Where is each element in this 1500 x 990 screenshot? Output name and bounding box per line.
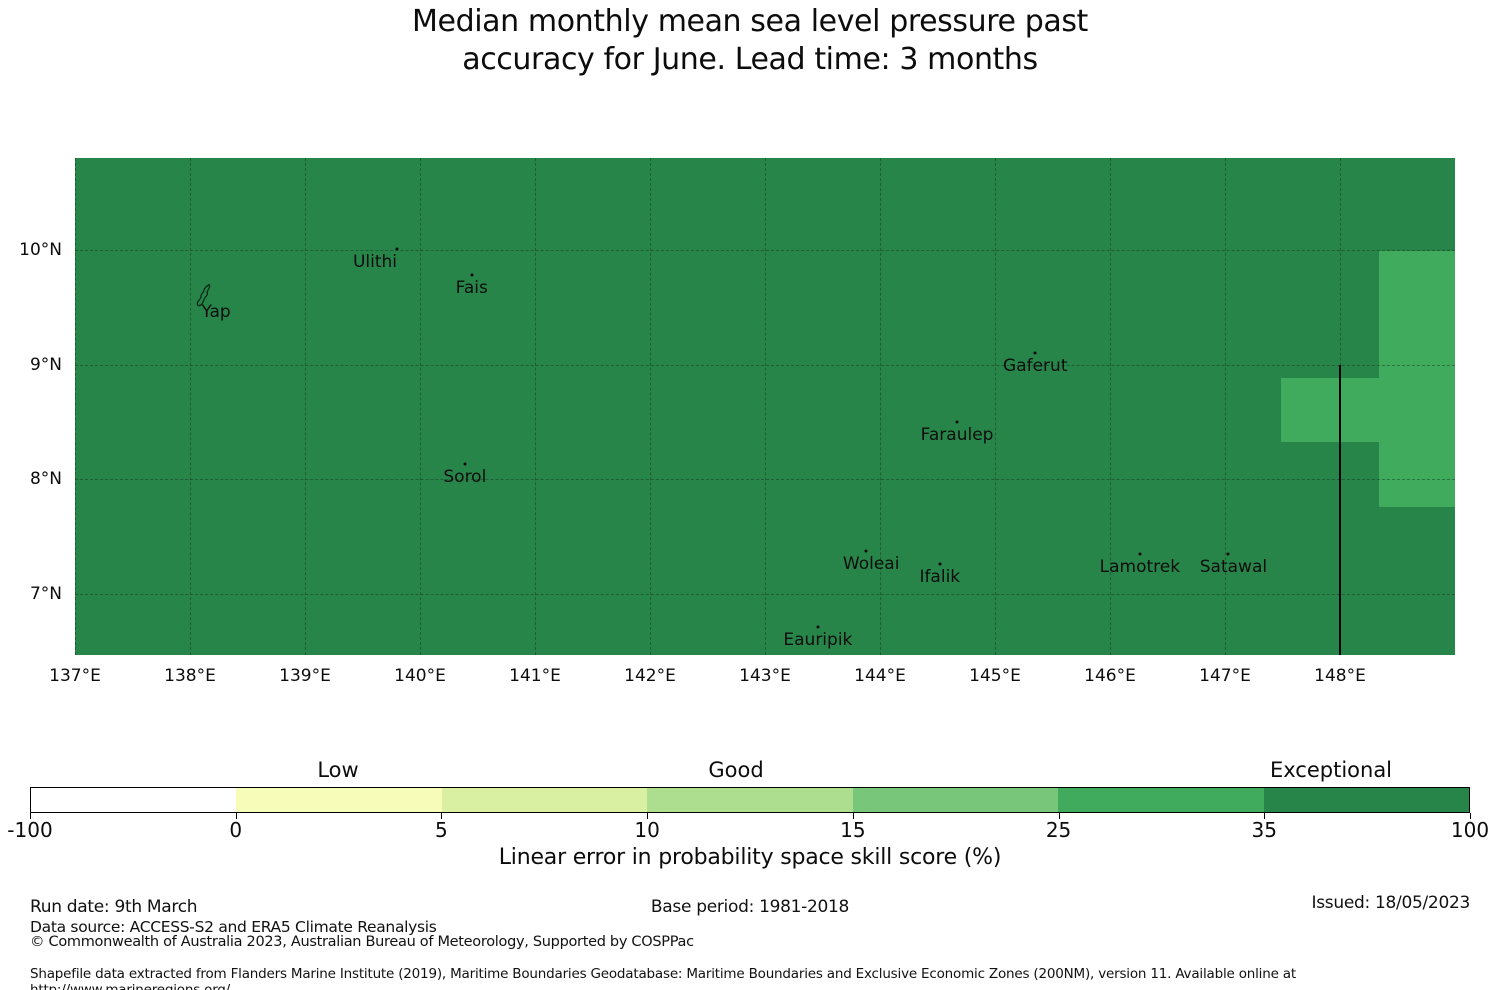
longitude-gridline <box>75 158 76 655</box>
longitude-gridline <box>1110 158 1111 655</box>
colorbar-segment <box>1058 788 1264 812</box>
run-date-text: Run date: 9th March <box>30 897 198 917</box>
island-dot <box>955 420 959 424</box>
island-outline-icon <box>195 283 217 313</box>
colorbar-axis-label: Linear error in probability space skill … <box>498 845 1002 870</box>
x-axis-tick-label: 141°E <box>509 666 561 686</box>
colorbar-segment <box>236 788 442 812</box>
longitude-gridline <box>880 158 881 655</box>
x-axis-tick-label: 142°E <box>624 666 676 686</box>
island-dot <box>1138 552 1142 556</box>
latitude-gridline <box>75 249 1455 251</box>
x-axis-tick-label: 146°E <box>1084 666 1136 686</box>
skill-score-patch <box>1379 250 1455 507</box>
colorbar-category-label: Low <box>317 758 359 782</box>
island-dot <box>864 549 868 553</box>
copyright-text: © Commonwealth of Australia 2023, Austra… <box>30 934 694 950</box>
latitude-gridline <box>75 479 1455 481</box>
colorbar-tick-label: 35 <box>1251 818 1278 842</box>
x-axis-tick-label: 137°E <box>49 666 101 686</box>
island-dot <box>938 562 942 566</box>
x-axis-tick-label: 147°E <box>1199 666 1251 686</box>
island-dot <box>1226 552 1230 556</box>
latitude-gridline <box>75 364 1455 366</box>
colorbar-tick-mark <box>30 813 31 819</box>
colorbar-category-label: Good <box>708 758 764 782</box>
island-label: Eauripik <box>783 630 853 651</box>
x-axis-tick-label: 138°E <box>164 666 216 686</box>
island-dot <box>395 247 399 251</box>
title-line-2: accuracy for June. Lead time: 3 months <box>462 42 1038 77</box>
y-axis-tick-label: 9°N <box>29 354 62 375</box>
island-label: Fais <box>455 278 488 299</box>
colorbar-tick-label: 5 <box>435 818 448 842</box>
figure-title: Median monthly mean sea level pressure p… <box>0 3 1500 79</box>
colorbar-tick-mark <box>1264 813 1266 819</box>
island-label: Satawal <box>1199 556 1268 577</box>
colorbar-tick-mark <box>852 813 854 819</box>
island-label: Yap <box>201 302 231 323</box>
colorbar-segment <box>441 788 648 812</box>
colorbar-category-label: Exceptional <box>1269 758 1393 782</box>
latitude-gridline <box>75 594 1455 596</box>
island-dot <box>470 273 474 277</box>
island-label: Ifalik <box>919 567 961 588</box>
x-axis-tick-label: 145°E <box>969 666 1021 686</box>
island-dot <box>816 625 820 629</box>
island-dot <box>463 462 467 466</box>
map-canvas: Yap Ulithi Fais Sorol Gaferut Faraulep Woleai I… <box>75 158 1455 655</box>
island-label: Gaferut <box>1003 356 1068 377</box>
issued-date-text: Issued: 18/05/2023 <box>1311 893 1471 913</box>
colorbar-segment <box>1263 788 1469 812</box>
colorbar-segment <box>31 788 237 812</box>
island-label: Woleai <box>842 553 900 574</box>
title-line-1: Median monthly mean sea level pressure p… <box>412 4 1088 39</box>
island-dot <box>1033 351 1037 355</box>
colorbar-tick-mark <box>441 813 443 819</box>
colorbar-tick-mark <box>1058 813 1060 819</box>
longitude-gridline <box>1225 158 1226 655</box>
colorbar-tick-mark <box>235 813 237 819</box>
longitude-gridline <box>420 158 421 655</box>
colorbar-tick-label: -100 <box>7 818 53 842</box>
x-axis-tick-label: 143°E <box>739 666 791 686</box>
longitude-gridline <box>765 158 766 655</box>
longitude-gridline <box>535 158 536 655</box>
colorbar-tick-label: 15 <box>840 818 866 842</box>
longitude-gridline <box>305 158 306 655</box>
y-axis-tick-label: 7°N <box>29 584 62 605</box>
x-axis-tick-label: 139°E <box>279 666 331 686</box>
x-axis-tick-label: 140°E <box>394 666 446 686</box>
colorbar-tick-label: 0 <box>229 818 243 842</box>
eez-boundary-line <box>1339 364 1341 655</box>
shapefile-credit-text: Shapefile data extracted from Flanders M… <box>30 966 1296 990</box>
y-axis-tick-label: 8°N <box>29 469 62 490</box>
longitude-gridline <box>190 158 191 655</box>
island-label: Faraulep <box>920 424 994 445</box>
colorbar-tick-mark <box>647 813 649 819</box>
longitude-gridline <box>995 158 996 655</box>
x-axis-tick-label: 144°E <box>854 666 906 686</box>
colorbar-tick-label: 10 <box>634 818 660 842</box>
island-label: Sorol <box>443 467 487 488</box>
colorbar <box>30 787 1470 813</box>
island-label: Ulithi <box>352 251 398 272</box>
base-period-text: Base period: 1981-2018 <box>650 897 850 917</box>
colorbar-tick-label: 25 <box>1045 818 1072 842</box>
x-axis-tick-label: 148°E <box>1314 666 1366 686</box>
colorbar-segment <box>852 788 1059 812</box>
data-source-text: Data source: ACCESS-S2 and ERA5 Climate … <box>30 918 437 936</box>
skill-score-patch <box>1281 378 1380 442</box>
colorbar-tick-mark <box>1470 813 1471 819</box>
colorbar-tick-label: 100 <box>1450 818 1490 842</box>
longitude-gridline <box>650 158 651 655</box>
y-axis-tick-label: 10°N <box>19 239 62 260</box>
island-label: Lamotrek <box>1099 556 1181 577</box>
colorbar-segment <box>647 788 853 812</box>
